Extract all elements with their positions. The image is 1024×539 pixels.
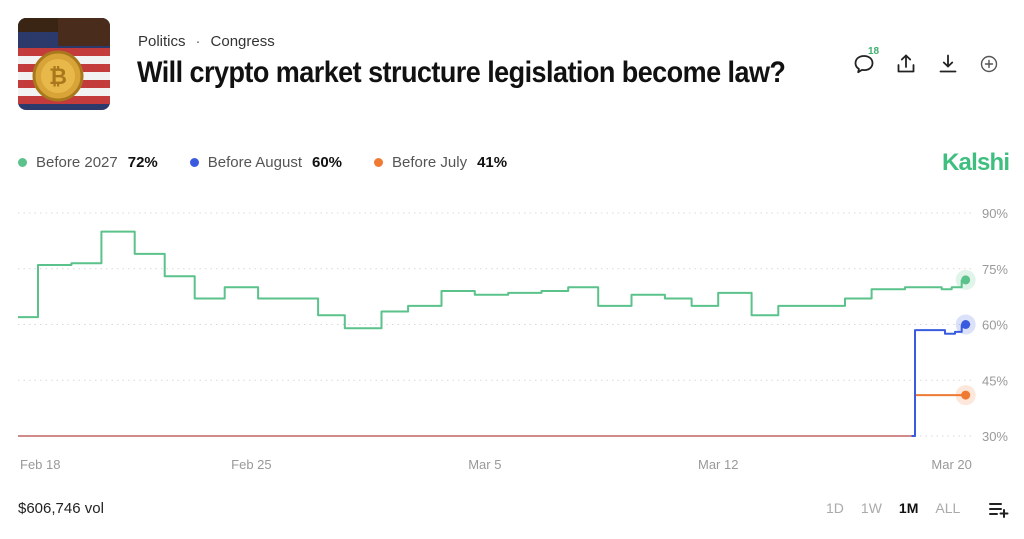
share-icon <box>897 54 915 73</box>
legend-value: 72% <box>127 154 158 171</box>
legend-item-before-2027[interactable]: Before 2027 72% <box>18 154 158 171</box>
breadcrumb: Politics · Congress <box>138 33 275 50</box>
legend-label: Before July <box>392 154 468 171</box>
series-line-before-2027 <box>18 230 963 330</box>
breadcrumb-separator: · <box>195 33 201 50</box>
legend-item-before-july[interactable]: Before July 41% <box>374 154 507 171</box>
x-tick-label: Feb 18 <box>20 457 60 472</box>
time-range-selector: 1D 1W 1M ALL <box>826 500 977 516</box>
y-tick-label: 90% <box>982 206 1008 221</box>
legend-value: 60% <box>312 154 343 171</box>
share-button[interactable] <box>892 50 920 78</box>
legend-item-before-august[interactable]: Before August 60% <box>189 154 343 171</box>
range-1m[interactable]: 1M <box>898 500 919 516</box>
legend-label: Before August <box>207 154 302 171</box>
y-tick-label: 60% <box>982 318 1008 333</box>
x-tick-label: Mar 5 <box>468 457 501 472</box>
endpoint-before-2027 <box>961 275 971 285</box>
volume-label: $606,746 vol <box>18 500 104 517</box>
range-1w[interactable]: 1W <box>860 500 882 516</box>
chart-legend: Before 2027 72% Before August 60% Before… <box>18 154 539 171</box>
comment-count-badge: 18 <box>868 46 880 57</box>
y-tick-label: 75% <box>982 262 1008 277</box>
y-tick-label: 45% <box>982 373 1008 388</box>
series-line-before-july <box>911 394 962 437</box>
legend-value: 41% <box>477 154 508 171</box>
x-tick-label: Feb 25 <box>231 457 271 472</box>
range-1d[interactable]: 1D <box>826 500 844 516</box>
list-add-button[interactable] <box>988 500 1010 523</box>
price-chart[interactable]: 90% 75% 60% 45% 30% Feb 18 Feb 25 Mar 5 Mar 12 Ma… <box>0 195 1024 480</box>
page-title: Will crypto market structure legislation… <box>137 56 786 89</box>
endpoint-before-july <box>961 390 971 400</box>
legend-dot <box>189 158 199 167</box>
x-tick-label: Mar 20 <box>931 457 971 472</box>
add-button[interactable] <box>975 50 1003 78</box>
breadcrumb-subcategory[interactable]: Congress <box>210 33 275 50</box>
legend-label: Before 2027 <box>36 154 118 171</box>
list-add-icon <box>989 503 1009 518</box>
breadcrumb-category[interactable]: Politics <box>138 33 186 50</box>
comment-button[interactable]: 18 <box>850 46 879 78</box>
range-all[interactable]: ALL <box>935 500 961 516</box>
add-icon <box>980 55 998 73</box>
download-icon <box>939 54 957 73</box>
x-tick-label: Mar 12 <box>698 457 738 472</box>
endpoint-before-august <box>961 320 971 329</box>
legend-dot <box>18 158 27 167</box>
series-line-before-august <box>911 324 963 437</box>
svg-text:₿: ₿ <box>49 65 67 90</box>
download-button[interactable] <box>934 50 962 78</box>
legend-dot <box>374 158 384 167</box>
comment-icon <box>854 55 874 74</box>
market-thumbnail: ₿ <box>18 18 110 110</box>
y-tick-label: 30% <box>982 429 1008 444</box>
kalshi-logo: Kalshi <box>942 149 1010 176</box>
